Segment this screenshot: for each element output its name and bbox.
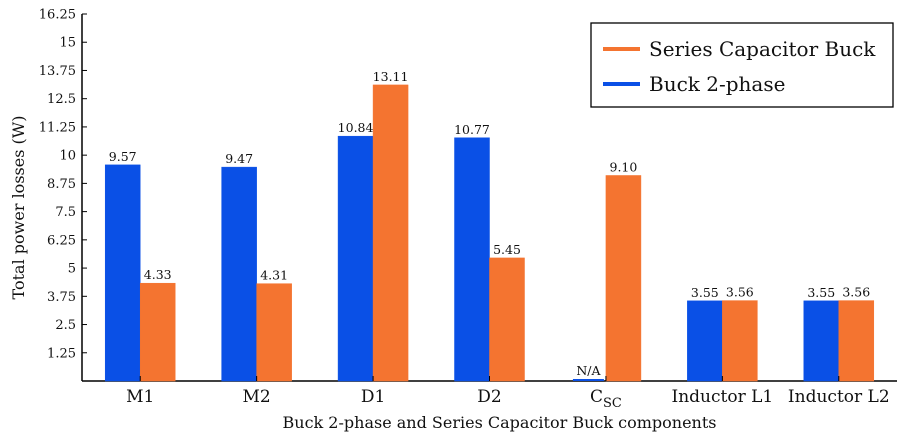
y-tick-label: 3.75	[47, 290, 76, 305]
x-axis-title: Buck 2-phase and Series Capacitor Buck c…	[283, 413, 717, 432]
data-label: 3.56	[726, 285, 754, 300]
legend-box	[590, 22, 894, 108]
x-tick-label: Inductor L2	[788, 387, 890, 407]
bar	[605, 175, 642, 382]
bar	[337, 135, 374, 382]
bar	[489, 257, 525, 382]
data-label: 9.10	[610, 159, 638, 174]
y-tick-label: 6.25	[47, 233, 76, 248]
bar	[221, 166, 257, 382]
bar	[722, 300, 758, 382]
x-tick-label-main: C	[590, 387, 603, 407]
bar	[803, 300, 840, 382]
legend-label: Buck 2-phase	[649, 72, 785, 96]
y-tick-label: 16.25	[39, 8, 76, 23]
legend-item: Buck 2-phase	[603, 72, 785, 96]
bar	[256, 283, 292, 382]
bar	[454, 137, 490, 382]
data-label: N/A	[576, 363, 601, 378]
legend-item: Series Capacitor Buck	[603, 37, 876, 61]
data-label: 3.56	[842, 285, 870, 300]
bars	[104, 84, 875, 382]
y-tick-label: 1.25	[47, 346, 76, 361]
x-tick-label-subscript: SC	[603, 396, 622, 411]
y-tick-label: 7.5	[55, 205, 76, 220]
x-tick-label: D1	[361, 387, 385, 407]
data-label: 10.84	[338, 120, 374, 135]
x-tick-label: M2	[243, 387, 271, 407]
y-tick-label: 2.5	[55, 318, 76, 333]
y-ticks: 1.25 2.5 3.75 5 6.25 7.5 8.75 10 11.25 12.5 13.75 1…	[39, 8, 87, 361]
y-tick-label: 15	[59, 36, 76, 51]
x-tick-label: CSC	[590, 387, 622, 411]
bar	[372, 84, 409, 382]
y-tick-label: 5	[68, 262, 76, 277]
x-tick-label-main: Inductor L2	[788, 387, 890, 407]
x-tick-label: M1	[126, 387, 154, 407]
y-tick-label: 8.75	[47, 177, 76, 192]
y-tick-label: 10	[59, 149, 76, 164]
data-label: 3.55	[691, 285, 719, 300]
data-label: 4.33	[144, 267, 172, 282]
data-label: 10.77	[454, 122, 490, 137]
data-label: 9.47	[225, 151, 253, 166]
x-tick-label: D2	[477, 387, 501, 407]
y-tick-label: 13.75	[39, 64, 76, 79]
y-tick-label: 12.5	[47, 92, 76, 107]
data-label: 3.55	[807, 285, 835, 300]
legend: Series Capacitor Buck Buck 2-phase	[590, 22, 894, 108]
x-tick-label-main: M1	[126, 387, 154, 407]
bar	[838, 300, 875, 382]
bar	[139, 282, 176, 382]
x-tick-label-main: Inductor L1	[671, 387, 773, 407]
x-tick-labels: M1 M2 D1 D2 CSC Inductor L1 Inductor L2	[126, 376, 890, 411]
bar	[687, 300, 723, 382]
data-labels: 9.57 4.33 9.47 4.31 10.84 13.11 10.77 5.45 N/A 9.…	[109, 69, 870, 378]
y-tick-label: 11.25	[39, 120, 76, 135]
x-tick-label-main: M2	[243, 387, 271, 407]
bar	[572, 379, 604, 381]
x-tick-label: Inductor L1	[671, 387, 773, 407]
legend-label: Series Capacitor Buck	[649, 37, 876, 61]
data-label: 9.57	[109, 149, 137, 164]
data-label: 13.11	[373, 69, 409, 84]
bar	[104, 164, 141, 382]
x-tick-label-main: D2	[477, 387, 501, 407]
y-axis-title: Total power losses (W)	[9, 116, 28, 300]
x-tick-label-main: D1	[361, 387, 385, 407]
data-label: 4.31	[260, 268, 288, 283]
data-label: 5.45	[493, 242, 521, 257]
